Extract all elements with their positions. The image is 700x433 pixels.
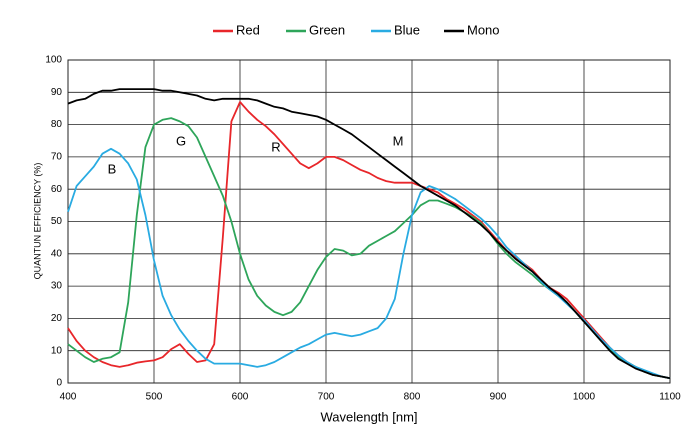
y-tick-label: 90 bbox=[51, 87, 63, 98]
y-tick-label: 50 bbox=[51, 216, 63, 227]
x-tick-label: 700 bbox=[318, 392, 335, 403]
annotation: G bbox=[176, 133, 186, 148]
y-tick-label: 10 bbox=[51, 345, 63, 356]
y-tick-label: 0 bbox=[56, 378, 62, 389]
y-tick-label: 100 bbox=[45, 55, 62, 66]
y-tick-label: 60 bbox=[51, 184, 63, 195]
y-tick-label: 80 bbox=[51, 119, 63, 130]
series-line bbox=[67, 88, 671, 380]
legend-label: Mono bbox=[467, 22, 500, 37]
x-tick-label: 1000 bbox=[573, 392, 596, 403]
x-axis-label: Wavelength [nm] bbox=[320, 409, 417, 424]
y-tick-label: 70 bbox=[51, 152, 63, 163]
x-tick-label: 500 bbox=[146, 392, 163, 403]
x-tick-label: 900 bbox=[490, 392, 507, 403]
x-tick-label: 600 bbox=[232, 392, 249, 403]
annotation: R bbox=[271, 139, 280, 154]
legend-label: Red bbox=[236, 22, 260, 37]
y-tick-label: 20 bbox=[51, 313, 63, 324]
y-axis-label: QUANTUN EFFICIENCY (%) bbox=[32, 163, 42, 280]
y-tick-label: 40 bbox=[51, 248, 63, 259]
y-tick-label: 30 bbox=[51, 281, 63, 292]
x-tick-label: 400 bbox=[60, 392, 77, 403]
annotation: M bbox=[393, 133, 404, 148]
plot-frame bbox=[67, 59, 671, 384]
series-line bbox=[67, 147, 671, 380]
legend-label: Green bbox=[309, 22, 345, 37]
x-tick-label: 1100 bbox=[659, 392, 681, 403]
legend-label: Blue bbox=[394, 22, 420, 37]
series-line bbox=[67, 101, 671, 380]
annotation: B bbox=[108, 161, 117, 176]
x-tick-label: 800 bbox=[404, 392, 421, 403]
